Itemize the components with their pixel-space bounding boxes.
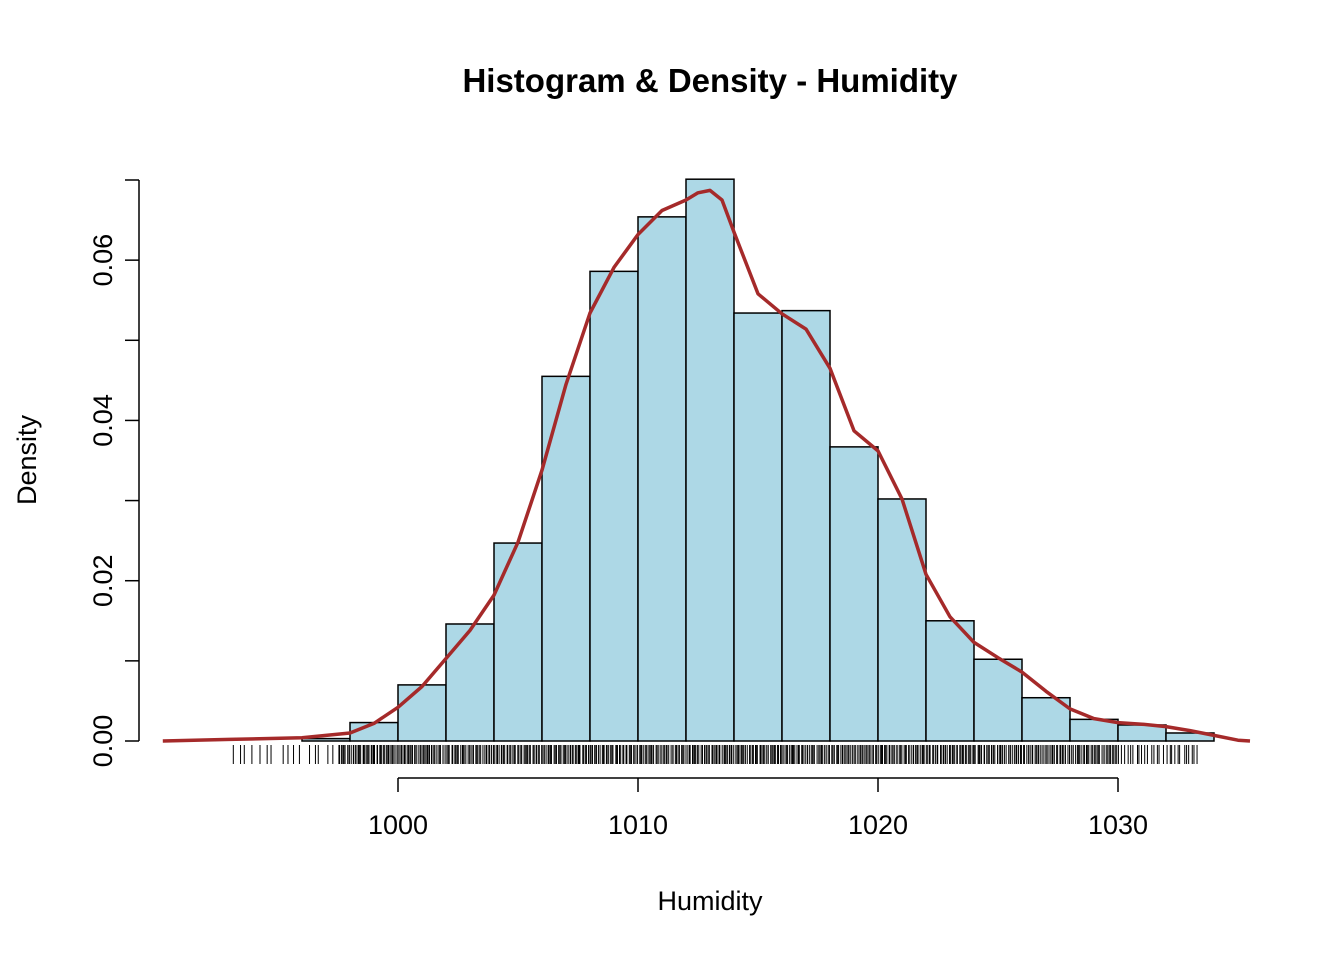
histogram-bar-6 — [589, 270, 639, 742]
histogram-bar-3 — [445, 623, 495, 742]
histogram-bar-4 — [493, 542, 543, 742]
histogram-bar-12 — [877, 498, 927, 742]
rug-ticks — [232, 745, 1198, 764]
histogram-bar-7 — [637, 216, 687, 742]
histogram-bar-2 — [397, 684, 447, 742]
histogram-bar-11 — [829, 446, 879, 742]
histogram-bars — [301, 178, 1215, 742]
histogram-bar-13 — [925, 620, 975, 742]
y-tick-label-4: 0.04 — [88, 394, 118, 447]
histogram-bar-0 — [301, 737, 351, 742]
y-tick-label-0: 0.00 — [88, 715, 118, 768]
x-tick-label-2: 1020 — [848, 810, 908, 840]
y-axis: 0.00 0.02 0.04 0.06 — [88, 179, 140, 768]
x-tick-label-3: 1030 — [1088, 810, 1148, 840]
x-tick-label-0: 1000 — [368, 810, 428, 840]
x-tick-label-1: 1010 — [608, 810, 668, 840]
histogram-bar-9 — [733, 312, 783, 742]
chart-title: Histogram & Density - Humidity — [462, 62, 958, 99]
density-curve — [162, 188, 1251, 743]
histogram-bar-8 — [685, 178, 735, 742]
y-tick-label-2: 0.02 — [88, 554, 118, 607]
y-tick-label-6: 0.06 — [88, 234, 118, 287]
x-axis: 1000 1010 1020 1030 — [368, 777, 1148, 840]
x-axis-label: Humidity — [657, 886, 763, 916]
histogram-bar-10 — [781, 309, 831, 742]
histogram-bar-14 — [973, 658, 1023, 742]
histogram-bar-5 — [541, 375, 591, 742]
y-axis-label: Density — [12, 414, 42, 505]
